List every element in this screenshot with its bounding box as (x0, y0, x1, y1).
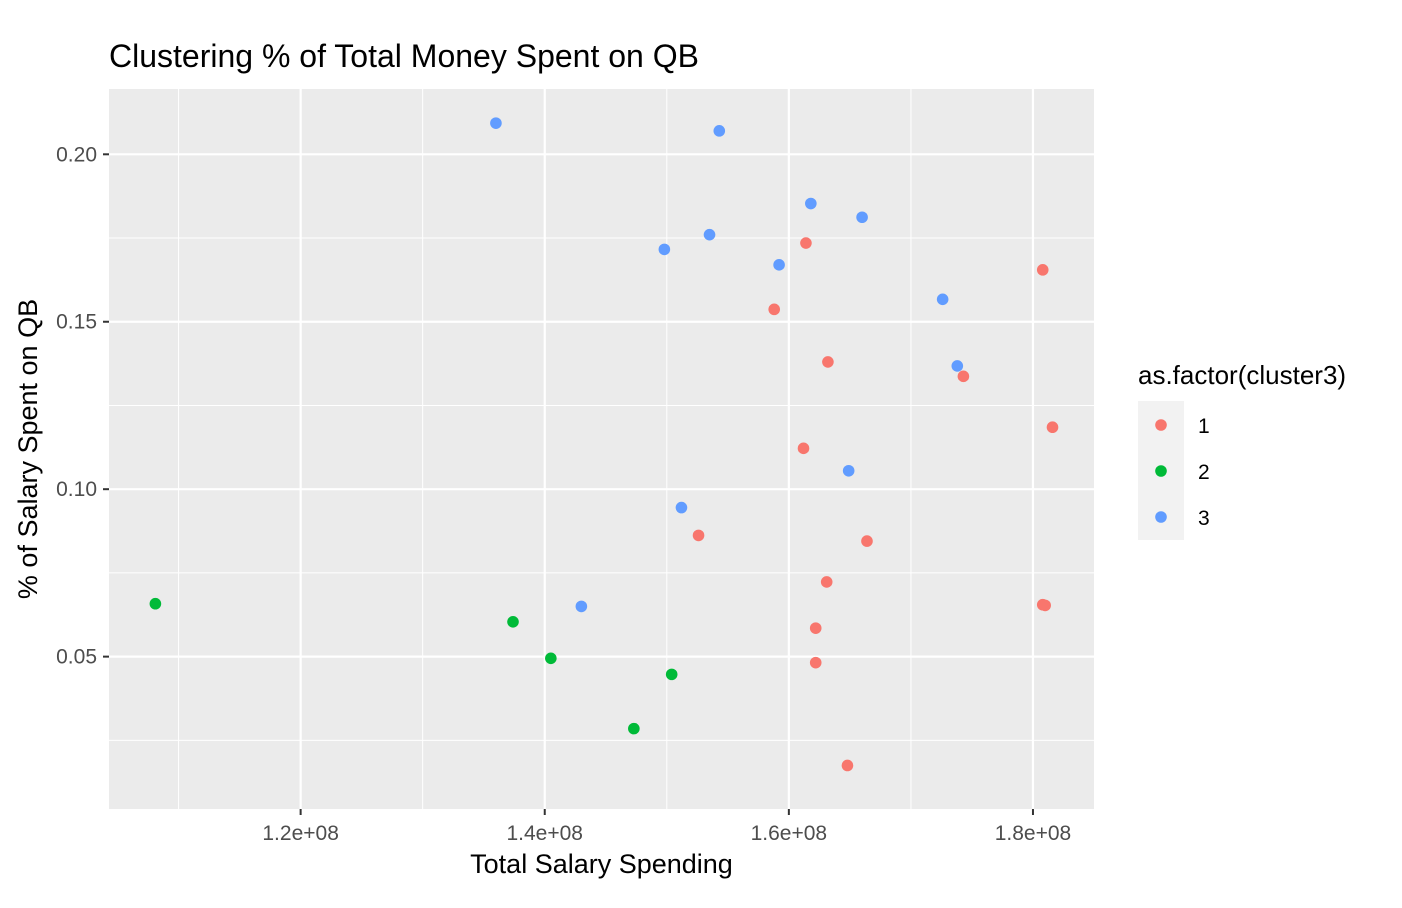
point-cluster-3 (490, 117, 502, 129)
x-axis: 1.2e+08 1.4e+08 1.6e+08 1.8e+08 (262, 809, 1071, 845)
point-cluster-1 (800, 237, 812, 249)
point-cluster-1 (809, 622, 822, 634)
point-cluster-1 (820, 576, 833, 588)
y-tick-label: 0.15 (56, 311, 97, 334)
point-cluster-1 (692, 529, 705, 542)
grid-minor (109, 89, 1094, 809)
point-cluster-3 (805, 197, 817, 210)
y-tick-label: 0.20 (56, 143, 97, 166)
point-cluster-2 (628, 722, 640, 735)
chart-title: Clustering % of Total Money Spent on QB (109, 38, 699, 74)
x-tick-label: 1.2e+08 (262, 822, 339, 845)
point-cluster-3 (936, 293, 949, 306)
point-cluster-3 (713, 125, 726, 137)
point-cluster-1 (841, 759, 854, 772)
plot-panel (109, 89, 1094, 809)
x-tick-label: 1.6e+08 (751, 822, 828, 845)
point-cluster-1 (768, 303, 781, 316)
point-cluster-1 (861, 535, 873, 547)
point-cluster-3 (658, 243, 671, 256)
legend-label-1: 1 (1198, 415, 1210, 438)
data-points (149, 117, 1059, 772)
y-tick-label: 0.05 (56, 646, 97, 669)
point-cluster-3 (842, 464, 855, 477)
point-cluster-2 (507, 616, 519, 628)
point-cluster-3 (773, 259, 785, 271)
legend-title: as.factor(cluster3) (1138, 360, 1346, 390)
point-cluster-1 (957, 370, 970, 383)
point-cluster-1 (797, 442, 810, 455)
point-cluster-1 (809, 656, 822, 669)
point-cluster-3 (703, 228, 716, 241)
legend-key-3 (1155, 511, 1167, 523)
legend-key-2 (1155, 465, 1167, 477)
point-cluster-3 (575, 600, 588, 613)
point-cluster-1 (1039, 599, 1051, 612)
legend: as.factor(cluster3) 1 2 3 (1138, 360, 1346, 540)
x-tick-label: 1.8e+08 (995, 822, 1072, 845)
y-tick-label: 0.10 (56, 478, 97, 501)
x-axis-title: Total Salary Spending (470, 849, 733, 879)
point-cluster-3 (856, 211, 868, 224)
y-axis-title: % of Salary Spent on QB (13, 299, 43, 599)
point-cluster-3 (951, 360, 964, 372)
point-cluster-1 (1036, 264, 1049, 276)
point-cluster-2 (665, 668, 678, 681)
legend-key-1 (1155, 419, 1167, 431)
legend-label-2: 2 (1198, 461, 1210, 484)
grid-major (109, 89, 1094, 809)
point-cluster-2 (149, 597, 162, 610)
point-cluster-1 (1046, 421, 1059, 434)
point-cluster-1 (822, 356, 834, 368)
legend-label-3: 3 (1198, 507, 1210, 530)
point-cluster-2 (545, 652, 557, 665)
x-tick-label: 1.4e+08 (506, 822, 583, 845)
y-axis: 0.05 0.10 0.15 0.20 (56, 143, 109, 669)
point-cluster-3 (675, 501, 688, 514)
